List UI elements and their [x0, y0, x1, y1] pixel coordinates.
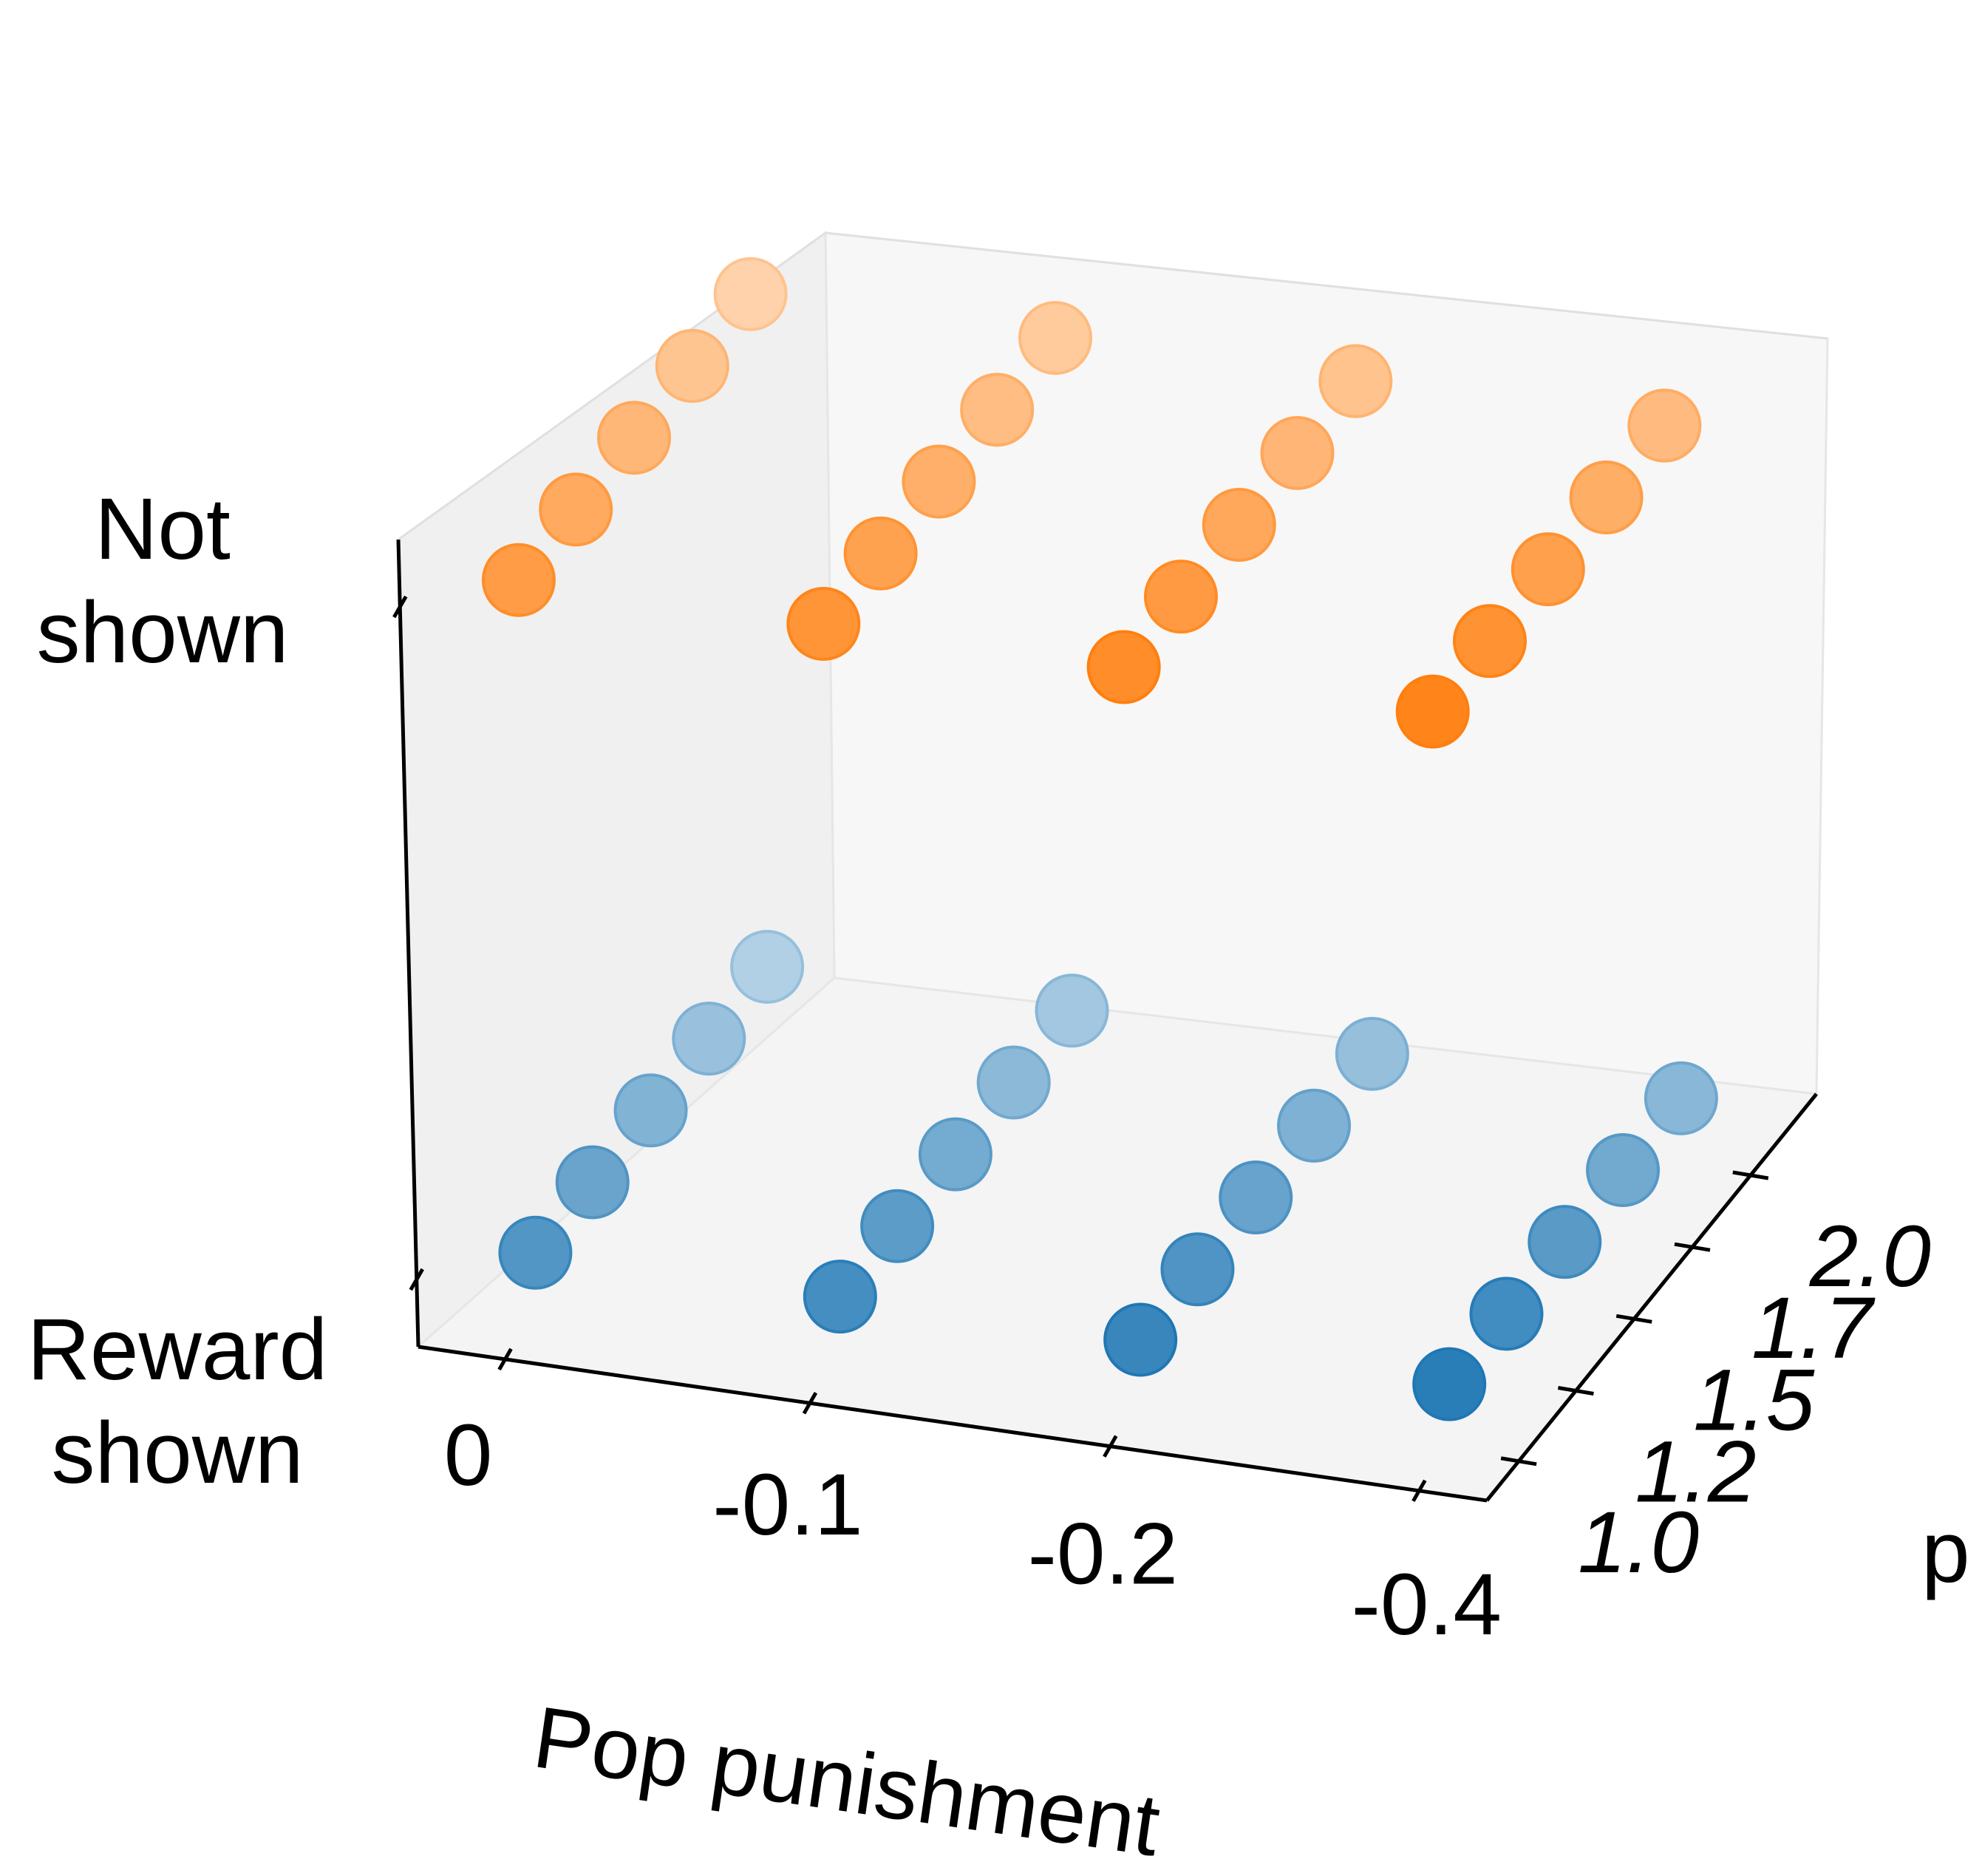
x-tick-mark — [1103, 1435, 1118, 1458]
x-tick-mark — [802, 1391, 818, 1415]
reward-shown-point — [1219, 1160, 1293, 1235]
data-points — [481, 256, 1718, 1421]
z-tick-label: Not shown — [36, 480, 288, 682]
tick-marks — [392, 595, 1769, 1503]
tick-labels: 0 -0.1 -0.2 -0.4 1.01.21.51.72.0 Reward shown N… — [27, 480, 1931, 1654]
not-shown-point — [655, 329, 729, 404]
reward-shown-point — [1586, 1133, 1661, 1208]
not-shown-point — [786, 587, 861, 662]
not-shown-point — [1018, 301, 1093, 375]
reward-shown-point — [498, 1215, 573, 1290]
not-shown-point — [539, 472, 613, 547]
y-tick-label: 1.0 — [1578, 1494, 1699, 1591]
x-tick-label: -0.2 — [1028, 1506, 1178, 1603]
reward-shown-point — [1103, 1302, 1178, 1377]
not-shown-point — [597, 401, 672, 475]
y-tick-mark — [1558, 1386, 1594, 1396]
y-tick-mark — [1615, 1313, 1652, 1324]
reward-shown-point — [730, 929, 805, 1004]
reward-shown-point — [613, 1073, 688, 1148]
y-tick-label: 2.0 — [1809, 1208, 1931, 1305]
reward-shown-point — [860, 1189, 935, 1263]
back-corner-edge — [398, 231, 1828, 541]
reward-shown-point — [1035, 973, 1109, 1048]
reward-shown-point — [1277, 1088, 1352, 1163]
x-axis-label: Pop punishment — [528, 1688, 1165, 1875]
y-tick-mark — [1732, 1170, 1769, 1180]
x-tick-mark — [1411, 1479, 1427, 1503]
not-shown-point — [1143, 560, 1218, 634]
not-shown-point — [1260, 415, 1335, 490]
reward-shown-point — [1469, 1277, 1544, 1351]
axes — [396, 539, 1818, 1503]
not-shown-point — [1395, 674, 1470, 749]
x-tick-label: 0 — [444, 1407, 493, 1504]
not-shown-point — [1452, 604, 1527, 679]
y-tick-label: 1.7 — [1751, 1279, 1876, 1377]
y-tick-mark — [1674, 1242, 1711, 1252]
reward-shown-point — [1528, 1205, 1602, 1279]
not-shown-point — [1569, 460, 1644, 534]
reward-shown-point — [1412, 1347, 1487, 1421]
reward-shown-point — [918, 1117, 992, 1192]
not-shown-point — [1511, 532, 1585, 607]
x-tick-label: -0.4 — [1352, 1556, 1502, 1654]
reward-shown-point — [1160, 1232, 1235, 1307]
not-shown-point — [1627, 388, 1702, 463]
y-tick-label: 1.5 — [1693, 1351, 1814, 1449]
y-tick-label: 1.2 — [1635, 1424, 1756, 1521]
reward-shown-point — [555, 1145, 630, 1220]
y-axis-line — [1485, 1092, 1818, 1502]
not-shown-point — [960, 373, 1035, 447]
not-shown-point — [902, 444, 976, 519]
x-tick-mark — [497, 1347, 513, 1371]
reward-shown-point — [1644, 1061, 1718, 1135]
not-shown-point — [1086, 630, 1161, 704]
x-tick-label: -0.1 — [712, 1456, 862, 1554]
reward-shown-point — [803, 1260, 877, 1334]
y-axis-label: p — [1921, 1503, 1970, 1601]
x-axis-line — [418, 1345, 1488, 1503]
z-tick-mark — [392, 595, 408, 619]
reward-shown-point — [976, 1045, 1051, 1120]
not-shown-point — [1318, 344, 1393, 418]
reward-shown-point — [672, 1002, 746, 1076]
not-shown-point — [713, 256, 788, 331]
not-shown-point — [481, 543, 556, 617]
not-shown-point — [1202, 487, 1276, 562]
not-shown-point — [843, 516, 918, 591]
z-axis-line — [396, 539, 420, 1347]
z-tick-label: Reward shown — [27, 1301, 328, 1502]
y-tick-mark — [1500, 1456, 1537, 1467]
z-tick-mark — [409, 1268, 424, 1291]
reward-shown-point — [1335, 1016, 1409, 1091]
